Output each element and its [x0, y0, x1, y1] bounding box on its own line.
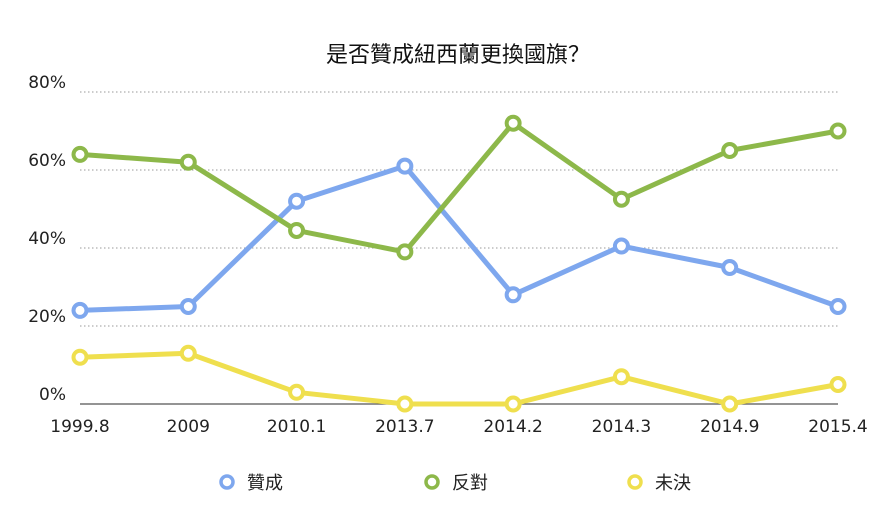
x-tick-label: 2013.7 — [375, 417, 434, 437]
y-tick-label: 60% — [28, 151, 66, 171]
x-tick-label: 1999.8 — [50, 417, 109, 437]
legend-item: 贊成 — [219, 473, 283, 494]
y-tick-label: 0% — [39, 385, 66, 405]
data-point — [829, 122, 847, 140]
data-point — [504, 114, 522, 132]
series-0 — [71, 157, 847, 319]
series-2 — [71, 344, 847, 413]
x-tick-label: 2014.3 — [592, 417, 651, 437]
data-point — [71, 301, 89, 319]
data-point — [179, 153, 197, 171]
data-point — [179, 298, 197, 315]
legend-label: 未決 — [655, 473, 691, 494]
data-point — [288, 383, 306, 401]
legend-label: 反對 — [452, 473, 488, 494]
data-point — [179, 344, 197, 362]
data-point — [612, 368, 630, 386]
chart-title: 是否贊成紐西蘭更換國旗？ — [326, 43, 590, 68]
data-point — [504, 395, 522, 413]
data-point — [612, 190, 630, 208]
x-tick-label: 2009 — [167, 417, 210, 437]
data-point — [71, 348, 89, 366]
y-tick-label: 80% — [28, 73, 66, 93]
series-line — [77, 350, 841, 407]
x-axis-ticks: 1999.8 2009 2010.1 2013.7 2014.2 2014.3 2014.9… — [50, 417, 867, 437]
legend-label: 贊成 — [247, 473, 283, 494]
data-point — [721, 259, 739, 276]
series-line — [77, 163, 841, 313]
x-tick-label: 2015.4 — [808, 417, 867, 437]
legend: 贊成 反對 未決 — [219, 473, 691, 494]
data-point — [288, 192, 306, 210]
legend-item: 未決 — [627, 473, 691, 494]
y-axis-ticks: 0% 20% 40% 60% 80% — [28, 73, 66, 405]
series-line — [77, 120, 841, 255]
series-group — [71, 114, 847, 413]
x-tick-label: 2014.9 — [700, 417, 759, 437]
data-point — [829, 376, 847, 393]
data-point — [288, 221, 306, 239]
y-tick-label: 20% — [28, 307, 66, 327]
legend-marker-icon — [424, 474, 440, 490]
data-point — [396, 395, 414, 413]
data-point — [396, 157, 414, 175]
x-tick-label: 2014.2 — [483, 417, 542, 437]
y-tick-label: 40% — [28, 229, 66, 249]
legend-marker-icon — [219, 474, 235, 490]
legend-marker-icon — [627, 474, 643, 490]
data-point — [71, 145, 89, 163]
series-1 — [71, 114, 847, 261]
x-tick-label: 2010.1 — [267, 417, 326, 437]
data-point — [396, 243, 414, 261]
data-point — [504, 286, 522, 304]
data-point — [829, 298, 847, 315]
data-point — [721, 395, 739, 413]
data-point — [612, 237, 630, 255]
legend-item: 反對 — [424, 473, 488, 494]
data-point — [721, 142, 739, 159]
